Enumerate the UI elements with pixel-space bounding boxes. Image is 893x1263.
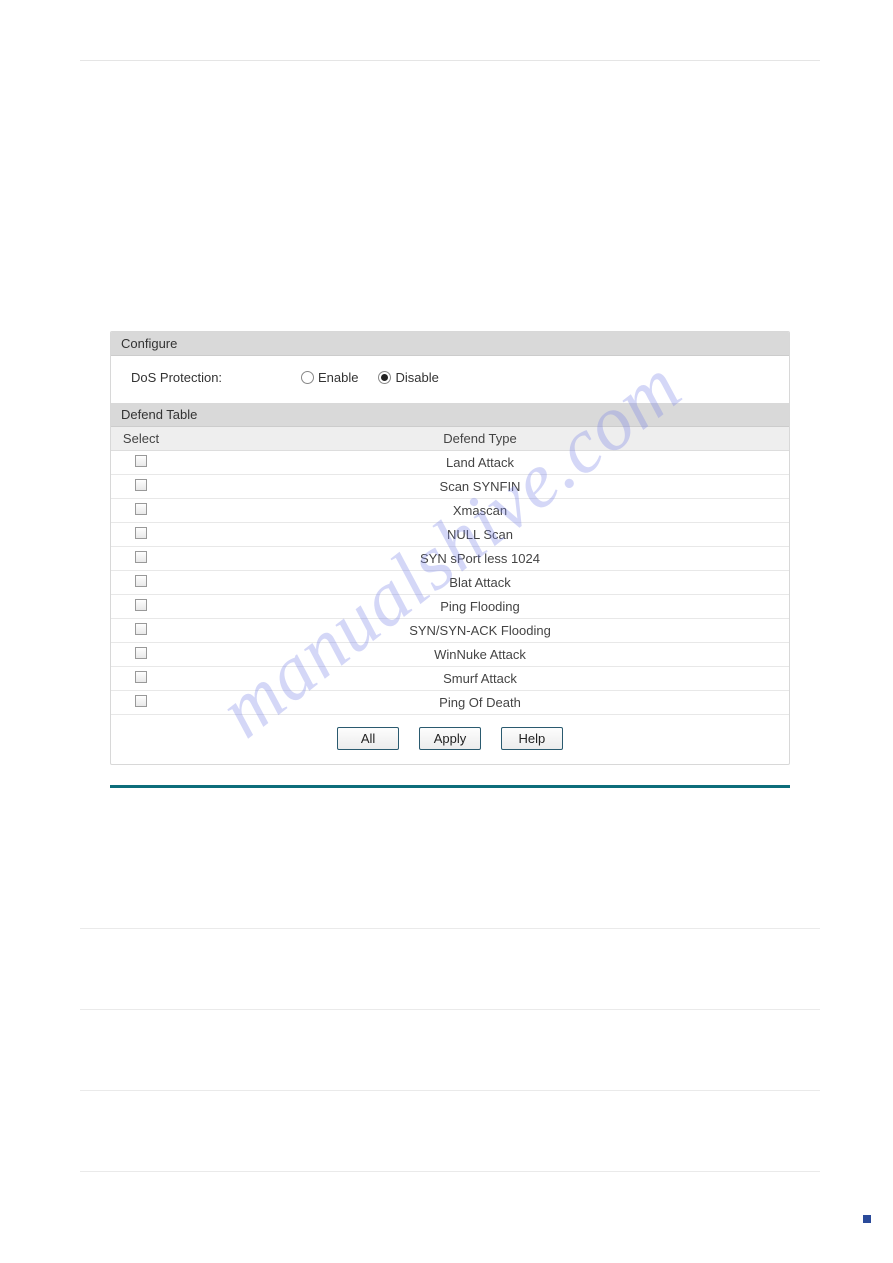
- row-select-cell: [111, 475, 171, 499]
- table-row: NULL Scan: [111, 523, 789, 547]
- row-defend-type: NULL Scan: [171, 523, 789, 547]
- page-top-border: [80, 60, 820, 61]
- row-defend-type: Scan SYNFIN: [171, 475, 789, 499]
- radio-enable-label: Enable: [318, 370, 358, 385]
- faint-line-1: [80, 928, 820, 929]
- help-button[interactable]: Help: [501, 727, 563, 750]
- row-select-cell: [111, 691, 171, 715]
- row-select-cell: [111, 643, 171, 667]
- row-defend-type: SYN/SYN-ACK Flooding: [171, 619, 789, 643]
- row-defend-type: Ping Flooding: [171, 595, 789, 619]
- table-row: SYN/SYN-ACK Flooding: [111, 619, 789, 643]
- table-row: Land Attack: [111, 451, 789, 475]
- table-row: Scan SYNFIN: [111, 475, 789, 499]
- table-row: Smurf Attack: [111, 667, 789, 691]
- row-select-cell: [111, 619, 171, 643]
- row-checkbox[interactable]: [135, 695, 147, 707]
- radio-disable[interactable]: Disable: [378, 370, 438, 385]
- table-row: Ping Flooding: [111, 595, 789, 619]
- row-select-cell: [111, 547, 171, 571]
- faint-line-2: [80, 1009, 820, 1010]
- row-select-cell: [111, 571, 171, 595]
- faint-line-4: [80, 1171, 820, 1172]
- dos-protection-label: DoS Protection:: [131, 370, 301, 385]
- row-checkbox[interactable]: [135, 527, 147, 539]
- configure-body: DoS Protection: Enable Disable: [111, 356, 789, 403]
- row-checkbox[interactable]: [135, 551, 147, 563]
- button-row: All Apply Help: [111, 715, 789, 764]
- all-button[interactable]: All: [337, 727, 399, 750]
- apply-button[interactable]: Apply: [419, 727, 482, 750]
- row-select-cell: [111, 523, 171, 547]
- radio-enable[interactable]: Enable: [301, 370, 358, 385]
- row-checkbox[interactable]: [135, 599, 147, 611]
- row-checkbox[interactable]: [135, 455, 147, 467]
- row-select-cell: [111, 451, 171, 475]
- faint-line-3: [80, 1090, 820, 1091]
- row-checkbox[interactable]: [135, 479, 147, 491]
- row-defend-type: WinNuke Attack: [171, 643, 789, 667]
- table-row: WinNuke Attack: [111, 643, 789, 667]
- corner-square-icon: [863, 1215, 871, 1223]
- radio-disable-label: Disable: [395, 370, 438, 385]
- radio-enable-icon: [301, 371, 314, 384]
- teal-divider: [110, 785, 790, 788]
- radio-disable-icon: [378, 371, 391, 384]
- table-row: SYN sPort less 1024: [111, 547, 789, 571]
- defend-table: Select Defend Type Land AttackScan SYNFI…: [111, 427, 789, 715]
- row-checkbox[interactable]: [135, 671, 147, 683]
- dos-panel: manualshive.com Configure DoS Protection…: [110, 331, 790, 765]
- row-defend-type: Land Attack: [171, 451, 789, 475]
- row-select-cell: [111, 499, 171, 523]
- defend-table-header: Defend Table: [111, 403, 789, 427]
- configure-header: Configure: [111, 332, 789, 356]
- dos-radio-group: Enable Disable: [301, 370, 451, 385]
- table-row: Ping Of Death: [111, 691, 789, 715]
- row-defend-type: SYN sPort less 1024: [171, 547, 789, 571]
- row-defend-type: Smurf Attack: [171, 667, 789, 691]
- row-defend-type: Ping Of Death: [171, 691, 789, 715]
- row-checkbox[interactable]: [135, 623, 147, 635]
- table-row: Blat Attack: [111, 571, 789, 595]
- row-defend-type: Xmascan: [171, 499, 789, 523]
- col-header-select: Select: [111, 427, 171, 451]
- col-header-type: Defend Type: [171, 427, 789, 451]
- row-select-cell: [111, 667, 171, 691]
- row-defend-type: Blat Attack: [171, 571, 789, 595]
- row-checkbox[interactable]: [135, 575, 147, 587]
- table-row: Xmascan: [111, 499, 789, 523]
- row-checkbox[interactable]: [135, 647, 147, 659]
- row-select-cell: [111, 595, 171, 619]
- row-checkbox[interactable]: [135, 503, 147, 515]
